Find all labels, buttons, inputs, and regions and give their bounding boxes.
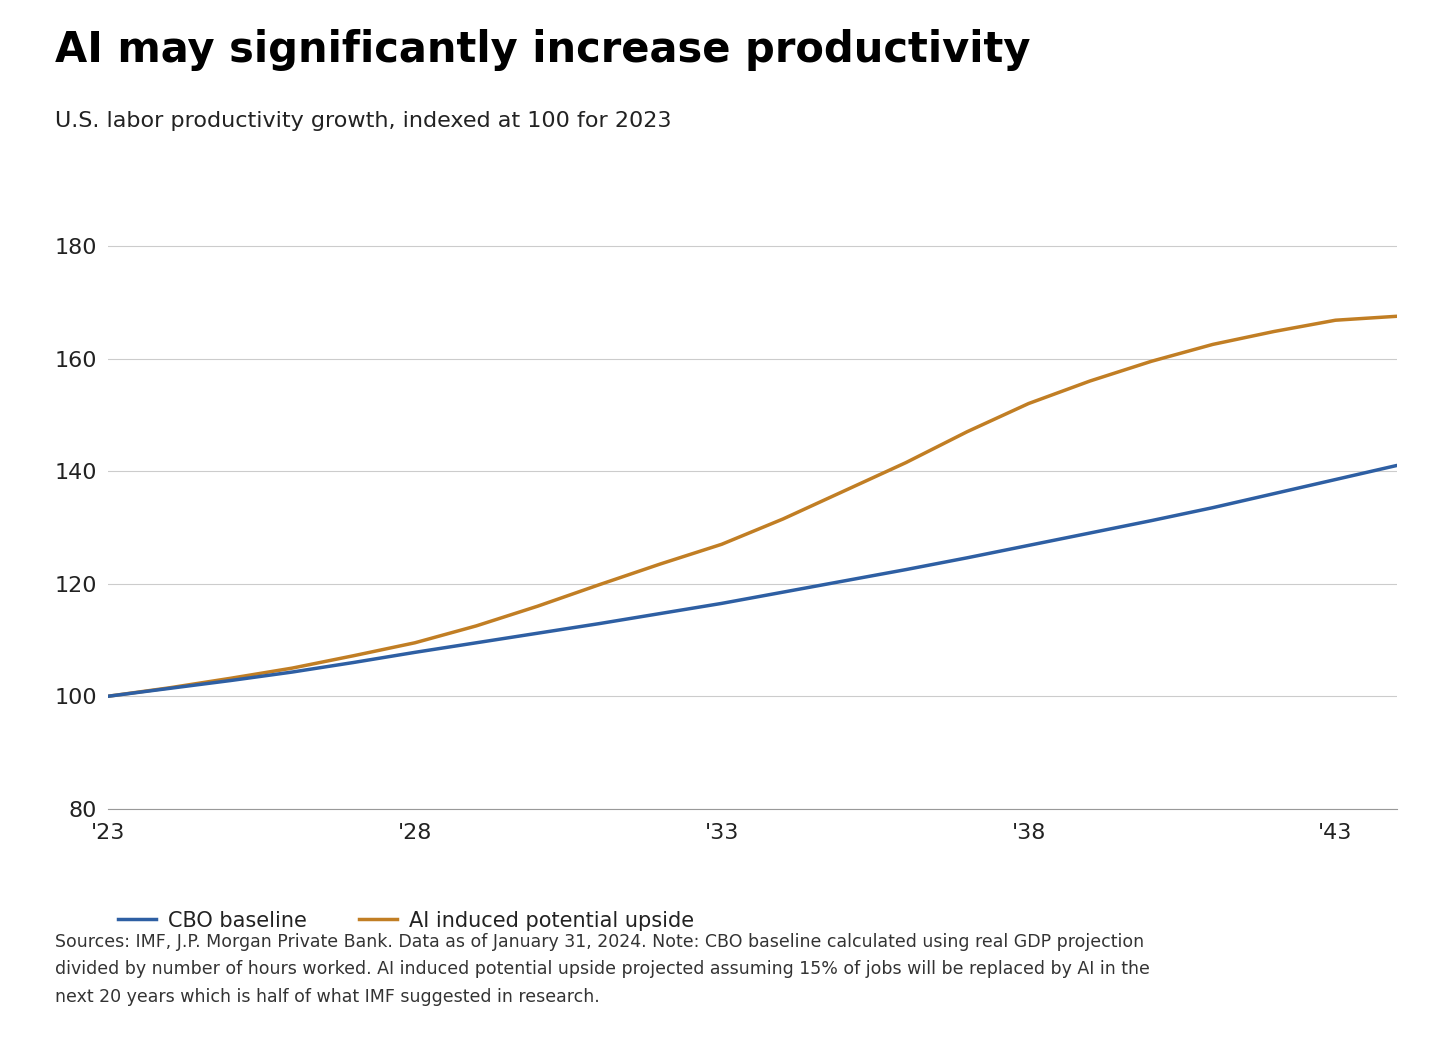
Legend: CBO baseline, AI induced potential upside: CBO baseline, AI induced potential upsid… xyxy=(118,910,694,931)
Text: U.S. labor productivity growth, indexed at 100 for 2023: U.S. labor productivity growth, indexed … xyxy=(55,111,671,131)
Text: Sources: IMF, J.P. Morgan Private Bank. Data as of January 31, 2024. Note: CBO b: Sources: IMF, J.P. Morgan Private Bank. … xyxy=(55,933,1149,1006)
Text: AI may significantly increase productivity: AI may significantly increase productivi… xyxy=(55,29,1030,72)
